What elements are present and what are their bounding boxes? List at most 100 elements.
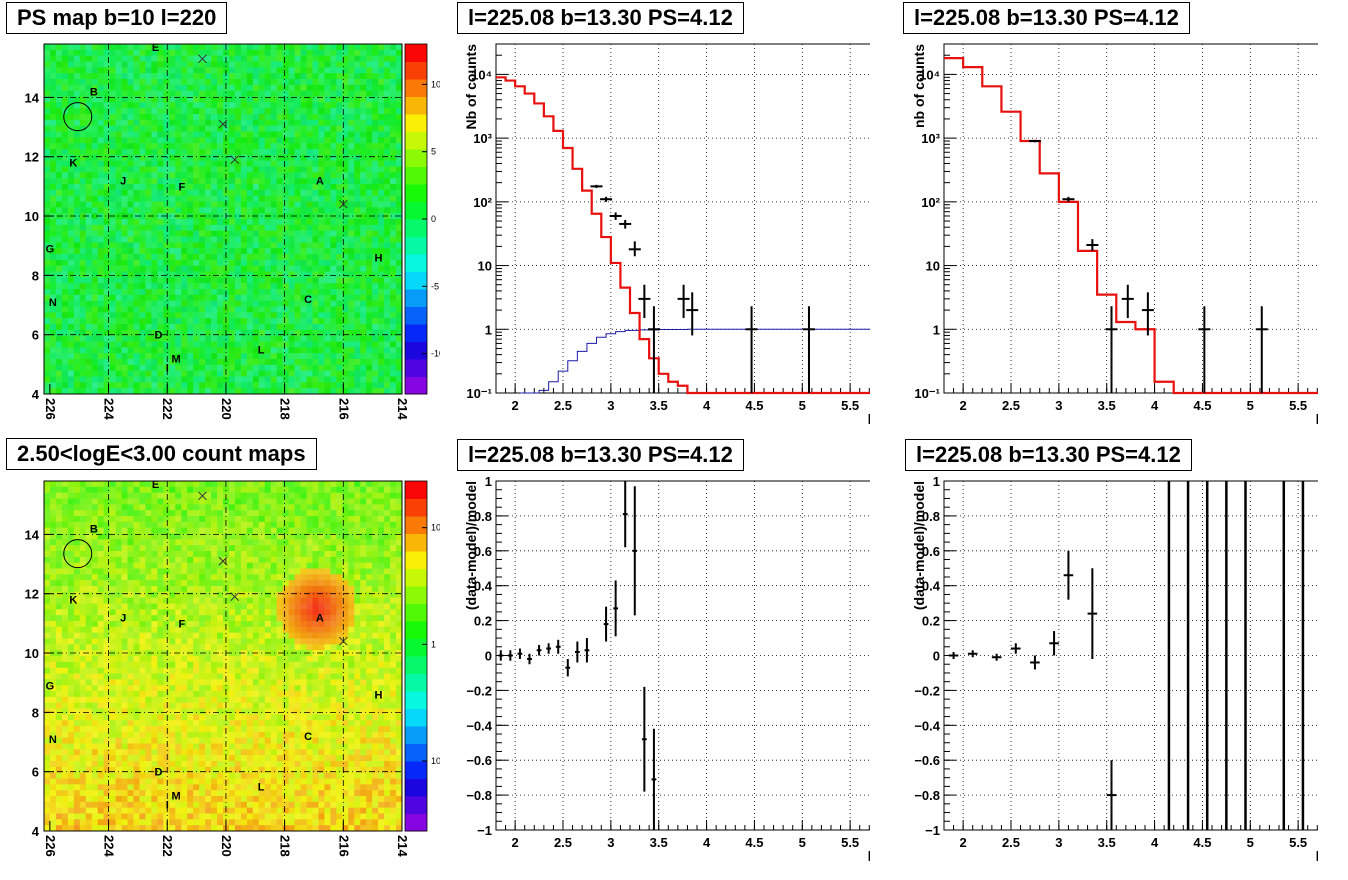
heatmap-cell [151,272,157,278]
heatmap-cell [56,714,62,720]
heatmap-cell [68,336,74,342]
heatmap-cell [62,609,68,615]
heatmap-cell [62,254,68,260]
heatmap-cell [134,295,140,301]
heatmap-cell [265,137,271,143]
heatmap-cell [348,79,354,85]
heatmap-cell [277,62,283,68]
heatmap-cell [307,62,313,68]
heatmap-cell [271,377,277,383]
heatmap-cell [68,662,74,668]
heatmap-cell [116,318,122,324]
heatmap-cell [139,563,145,569]
heatmap-cell [271,114,277,120]
heatmap-cell [56,237,62,243]
heatmap-cell [187,79,193,85]
heatmap-cell [241,190,247,196]
heatmap-cell [139,545,145,551]
heatmap-cell [378,161,384,167]
heatmap-cell [241,382,247,388]
heatmap-cell [86,685,92,691]
heatmap-cell [235,248,241,254]
heatmap-cell [247,79,253,85]
heatmap-cell [211,307,217,313]
heatmap-cell [80,219,86,225]
heatmap-cell [247,67,253,73]
heatmap-cell [247,161,253,167]
heatmap-cell [98,814,104,820]
heatmap-cell [271,289,277,295]
heatmap-cell [86,336,92,342]
heatmap-cell [318,62,324,68]
heatmap-cell [330,85,336,91]
heatmap-cell [62,685,68,691]
heatmap-cell [390,207,396,213]
heatmap-cell [110,528,116,534]
heatmap-cell [229,301,235,307]
heatmap-cell [366,225,372,231]
heatmap-cell [104,726,110,732]
heatmap-cell [390,184,396,190]
heatmap-cell [336,120,342,126]
heatmap-cell [295,44,301,50]
heatmap-cell [277,85,283,91]
heatmap-cell [277,178,283,184]
heatmap-cell [169,487,175,493]
heatmap-cell [104,674,110,680]
heatmap-cell [134,132,140,138]
heatmap-cell [157,196,163,202]
heatmap-cell [86,679,92,685]
source-label: B [90,86,98,98]
heatmap-cell [50,557,56,563]
heatmap-cell [116,161,122,167]
heatmap-cell [122,703,128,709]
heatmap-cell [187,342,193,348]
heatmap-cell [80,557,86,563]
heatmap-cell [187,312,193,318]
heatmap-cell [390,114,396,120]
heatmap-cell [110,301,116,307]
heatmap-cell [80,487,86,493]
heatmap-cell [44,155,50,161]
heatmap-cell [104,301,110,307]
heatmap-cell [384,190,390,196]
heatmap-cell [104,720,110,726]
heatmap-cell [151,685,157,691]
heatmap-cell [92,586,98,592]
heatmap-cell [128,254,134,260]
heatmap-cell [134,342,140,348]
heatmap-cell [98,825,104,831]
heatmap-cell [50,481,56,487]
heatmap-cell [128,149,134,155]
heatmap-cell [134,44,140,50]
heatmap-cell [211,219,217,225]
heatmap-cell [348,161,354,167]
heatmap-cell [289,365,295,371]
heatmap-cell [193,190,199,196]
heatmap-cell [157,190,163,196]
heatmap-cell [348,330,354,336]
heatmap-cell [223,324,229,330]
heatmap-cell [98,790,104,796]
heatmap-cell [98,44,104,50]
heatmap-cell [324,213,330,219]
heatmap-cell [229,167,235,173]
heatmap-cell [80,609,86,615]
heatmap-cell [139,744,145,750]
heatmap-cell [211,254,217,260]
heatmap-cell [110,178,116,184]
heatmap-cell [372,73,378,79]
heatmap-cell [151,312,157,318]
heatmap-cell [283,260,289,266]
heatmap-cell [390,359,396,365]
heatmap-cell [110,137,116,143]
heatmap-cell [110,697,116,703]
heatmap-cell [145,149,151,155]
heatmap-cell [139,761,145,767]
heatmap-cell [372,79,378,85]
heatmap-cell [128,155,134,161]
heatmap-cell [62,510,68,516]
heatmap-cell [74,504,80,510]
heatmap-cell [283,231,289,237]
heatmap-cell [157,516,163,522]
